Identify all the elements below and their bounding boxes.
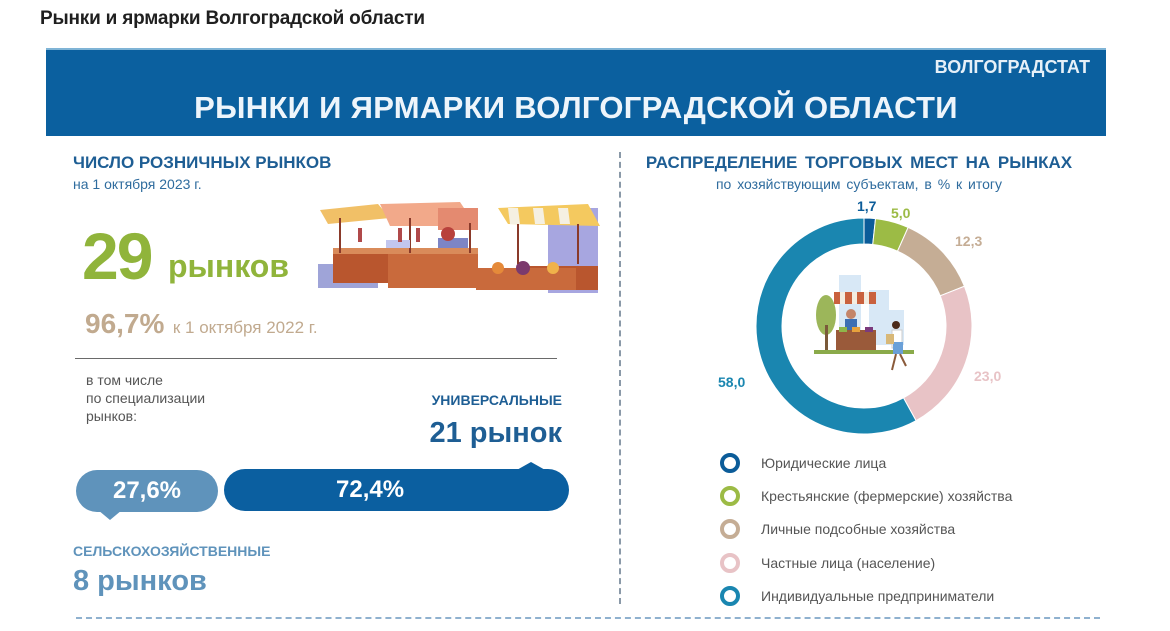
universal-value: 21 рынок (429, 417, 562, 449)
ring-icon (720, 485, 740, 506)
yoy-value: 96,7% (85, 308, 165, 339)
label-farms: 5,0 (891, 205, 911, 221)
org-name: ВОЛГОГРАДСТАТ (934, 57, 1090, 77)
agricultural-value: 8 рынков (73, 565, 207, 597)
ring-icon (720, 585, 740, 606)
divider (75, 358, 557, 359)
legend-label: Личные подсобные хозяйства (761, 521, 956, 538)
total-markets-value: 29 (82, 219, 153, 293)
donut-chart (755, 217, 973, 435)
specialization-note: в том числе по специализации рынков: (86, 371, 205, 425)
legend-label: Частные лица (население) (761, 554, 936, 571)
spec-note-line: рынков: (86, 408, 137, 424)
legend-item: Индивидуальные предприниматели (720, 579, 1012, 612)
market-vendor-illustration (814, 275, 914, 371)
distribution-subheading: по хозяйствующим субъектам, в % к итогу (715, 176, 1003, 192)
page-title: Рынки и ярмарки Волгоградской области (40, 8, 425, 29)
vertical-divider (619, 152, 621, 604)
universal-share-bar: 72,4% (224, 462, 569, 511)
yoy-change: 96,7% к 1 октября 2022 г. (85, 308, 318, 340)
ring-icon (720, 519, 740, 540)
legend-item: Личные подсобные хозяйства (720, 513, 1012, 546)
chart-legend: Юридические лица Крестьянские (фермерски… (720, 446, 1012, 612)
label-entrepreneurs: 58,0 (718, 374, 746, 390)
ring-icon (720, 452, 740, 473)
label-legal-entities: 1,7 (857, 198, 877, 214)
universal-label: УНИВЕРСАЛЬНЫЕ (431, 392, 562, 408)
label-private-persons: 23,0 (974, 368, 1002, 384)
legend-item: Частные лица (население) (720, 546, 1012, 579)
header-banner: ВОЛГОГРАДСТАТ РЫНКИ И ЯРМАРКИ ВОЛГОГРАДС… (46, 48, 1106, 136)
agricultural-label: СЕЛЬСКОХОЗЯЙСТВЕННЫЕ (73, 543, 271, 559)
legend-label: Индивидуальные предприниматели (761, 587, 995, 604)
market-stalls-illustration (298, 168, 603, 298)
banner-title: РЫНКИ И ЯРМАРКИ ВОЛГОГРАДСКОЙ ОБЛАСТИ (194, 90, 958, 125)
legend-item: Юридические лица (720, 446, 1012, 479)
distribution-heading: РАСПРЕДЕЛЕНИЕ ТОРГОВЫХ МЕСТ НА РЫНКАХ (645, 153, 1073, 172)
spec-note-line: в том числе (86, 372, 163, 388)
label-household-farms: 12,3 (955, 233, 983, 249)
donut-segment (755, 217, 917, 435)
spec-note-line: по специализации (86, 390, 206, 406)
legend-label: Крестьянские (фермерские) хозяйства (761, 487, 1013, 504)
legend-item: Крестьянские (фермерские) хозяйства (720, 479, 1012, 512)
legend-label: Юридические лица (761, 454, 887, 471)
agricultural-share-bar: 27,6% (76, 470, 218, 520)
retail-markets-date: на 1 октября 2023 г. (73, 176, 202, 192)
yoy-text: к 1 октября 2022 г. (172, 318, 318, 337)
ring-icon (720, 552, 740, 573)
retail-markets-heading: ЧИСЛО РОЗНИЧНЫХ РЫНКОВ (73, 153, 332, 172)
total-markets-unit: рынков (168, 248, 290, 284)
bottom-divider (76, 617, 1100, 619)
